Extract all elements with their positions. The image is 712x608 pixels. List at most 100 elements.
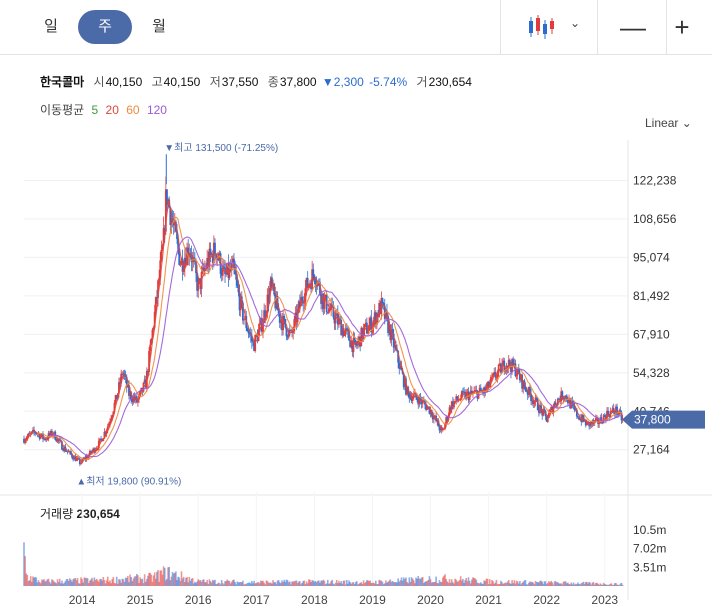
candle-body	[314, 280, 317, 286]
volume-bar	[79, 583, 81, 586]
volume-bar	[309, 579, 311, 586]
volume-bar	[161, 574, 164, 586]
candle-body	[521, 374, 524, 389]
volume-bar	[211, 579, 214, 586]
candle-body	[113, 402, 116, 412]
volume-bar	[232, 580, 234, 586]
candle-body	[350, 340, 353, 348]
tab-monthly[interactable]: 월	[152, 18, 166, 35]
volume-bar	[44, 581, 47, 586]
volume-bar	[569, 584, 571, 586]
volume-bar	[77, 583, 80, 586]
volume-bar	[565, 583, 568, 586]
volume-bar	[339, 583, 341, 586]
volume-bar	[366, 580, 368, 586]
volume-bar	[425, 581, 427, 586]
candle-body	[25, 438, 28, 441]
candle-body	[573, 405, 576, 410]
x-tick-label: 2015	[127, 593, 154, 607]
zoom-in-button[interactable]: +	[674, 12, 690, 42]
candle-body	[217, 257, 220, 261]
volume-bar	[580, 583, 583, 586]
candle-body	[619, 410, 622, 413]
volume-bar	[33, 577, 35, 586]
volume-bar	[197, 579, 200, 586]
candle-body	[497, 364, 500, 372]
volume-bar	[370, 582, 373, 586]
tab-weekly[interactable]: 주	[78, 10, 132, 44]
candle-body	[285, 327, 288, 337]
volume-bar	[364, 582, 367, 586]
candle-body	[254, 335, 257, 352]
volume-bar	[557, 582, 559, 586]
volume-bar	[186, 577, 188, 586]
candle-body	[579, 417, 582, 420]
volume-bar	[562, 581, 565, 586]
volume-bar	[200, 581, 203, 586]
volume-bar	[495, 579, 498, 586]
candle-body	[578, 417, 580, 420]
volume-bar	[348, 580, 350, 586]
candle-body	[536, 400, 539, 411]
volume-bar	[328, 583, 330, 586]
candle-body	[515, 374, 518, 377]
volume-bar	[332, 583, 335, 586]
tab-daily[interactable]: 일	[44, 18, 58, 35]
volume-bar	[284, 581, 287, 586]
candle-body	[219, 253, 222, 274]
volume-bar	[551, 582, 554, 586]
candle-body	[151, 329, 154, 339]
zoom-out-button[interactable]: —	[620, 12, 646, 42]
volume-bar	[167, 567, 169, 586]
candle-body	[370, 317, 373, 333]
volume-bar	[208, 579, 211, 586]
volume-bar	[357, 584, 359, 586]
volume-bar	[607, 585, 609, 586]
volume-bar	[50, 583, 52, 586]
volume-bar	[347, 583, 349, 586]
volume-bar	[58, 578, 61, 586]
volume-bar	[93, 577, 96, 586]
volume-bar	[261, 581, 263, 586]
candle-body	[367, 330, 369, 334]
volume-bar	[35, 577, 38, 586]
candle-body	[409, 396, 412, 399]
volume-bar	[474, 578, 477, 586]
candle-body	[28, 433, 31, 435]
candle-body	[148, 350, 150, 372]
candle-body	[589, 422, 592, 427]
volume-bar	[528, 582, 530, 586]
volume-bar	[526, 584, 529, 586]
candle-body	[517, 368, 520, 374]
candle-body	[212, 242, 215, 264]
scale-selector[interactable]: Linear ⌄	[645, 116, 692, 130]
volume-bar	[87, 583, 90, 586]
volume-bar	[456, 581, 459, 586]
candle-body	[397, 350, 400, 363]
volume-bar	[450, 579, 453, 586]
y-tick-label: 122,238	[633, 173, 677, 187]
candle-body	[504, 370, 507, 372]
volume-bar	[419, 578, 422, 586]
candle-body	[498, 363, 501, 365]
volume-bar	[452, 582, 454, 586]
volume-bar	[263, 582, 265, 586]
candle-body	[161, 245, 164, 250]
chart-type-selector[interactable]: ⌄	[522, 12, 592, 42]
volume-bar	[477, 583, 480, 586]
volume-bar	[109, 580, 111, 586]
volume-bar	[27, 580, 30, 586]
volume-bar	[488, 579, 491, 586]
volume-bar	[497, 584, 500, 586]
candle-body	[275, 296, 278, 309]
x-tick-label: 2022	[533, 593, 560, 607]
volume-bar	[592, 582, 595, 586]
volume-bar	[550, 580, 552, 586]
volume-bar	[239, 582, 242, 586]
candle-body	[236, 279, 239, 286]
candle-body	[607, 410, 610, 415]
candle-body	[86, 456, 89, 458]
volume-bar	[55, 583, 58, 586]
candle-body	[548, 412, 550, 418]
